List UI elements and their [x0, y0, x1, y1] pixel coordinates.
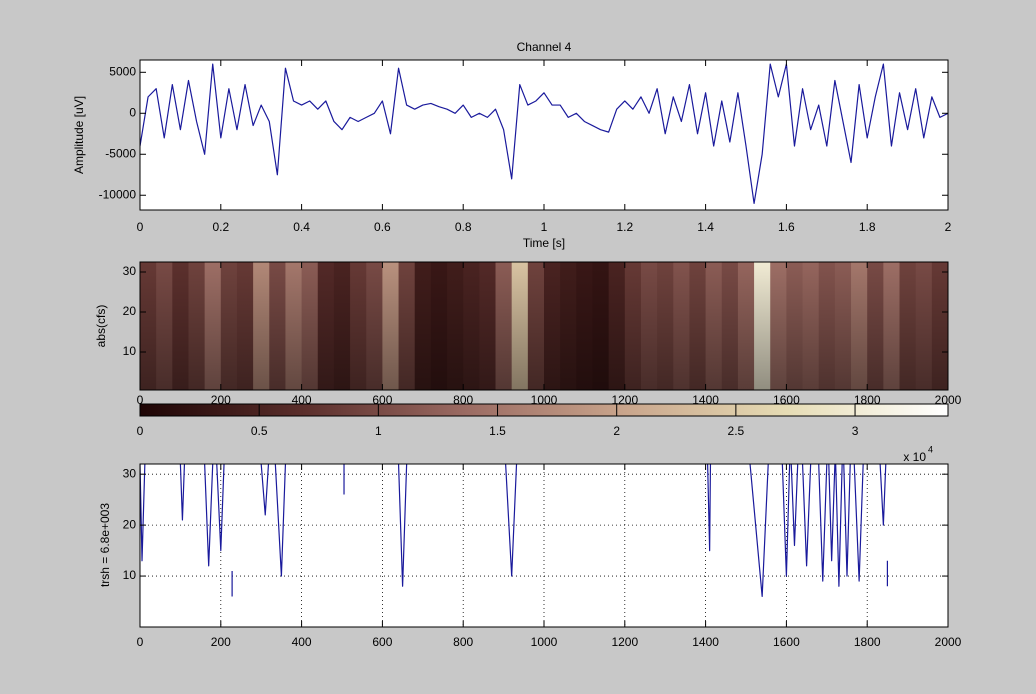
x-tick-label: 1800	[854, 635, 881, 649]
x-tick-label: 1400	[692, 635, 719, 649]
x-tick-label: 400	[292, 635, 312, 649]
plot-content	[140, 262, 948, 390]
colorbar-exponent: x 10	[903, 450, 926, 464]
x-tick-label: 1800	[854, 393, 881, 407]
colorbar-tick-label: 1	[375, 424, 382, 438]
y-tick-label: 0	[129, 105, 136, 119]
x-tick-label: 1000	[531, 393, 558, 407]
x-tick-label: 200	[211, 393, 231, 407]
y-axis-label: trsh = 6.8e+003	[98, 503, 112, 587]
heatmap-shade	[140, 262, 948, 390]
y-tick-label: 10	[123, 568, 137, 582]
plot-content	[140, 63, 948, 205]
x-tick-label: 1200	[611, 635, 638, 649]
x-tick-label: 1200	[611, 393, 638, 407]
x-tick-label: 200	[211, 635, 231, 649]
y-tick-label: 30	[123, 264, 137, 278]
x-axis-label: Time [s]	[523, 236, 565, 250]
x-tick-label: 1.2	[616, 220, 633, 234]
colorbar-tick-label: 1.5	[489, 424, 506, 438]
x-tick-label: 0.4	[293, 220, 310, 234]
x-tick-label: 1600	[773, 635, 800, 649]
x-tick-label: 2000	[935, 635, 962, 649]
x-tick-label: 0	[137, 220, 144, 234]
x-tick-label: 1600	[773, 393, 800, 407]
plot-area	[140, 60, 948, 210]
colorbar-exponent-power: 4	[928, 444, 933, 454]
x-tick-label: 0	[137, 393, 144, 407]
x-tick-label: 600	[372, 393, 392, 407]
colorbar-tick-label: 3	[852, 424, 859, 438]
x-tick-label: 400	[292, 393, 312, 407]
y-tick-label: 5000	[109, 64, 136, 78]
x-tick-label: 2000	[935, 393, 962, 407]
x-tick-label: 2	[945, 220, 952, 234]
data-line	[140, 63, 948, 205]
y-tick-label: 10	[123, 344, 137, 358]
x-tick-label: 0.2	[212, 220, 229, 234]
x-tick-label: 1.4	[697, 220, 714, 234]
x-tick-label: 800	[453, 393, 473, 407]
x-tick-label: 600	[372, 635, 392, 649]
colorbar-tick-label: 2.5	[728, 424, 745, 438]
colorbar-tick-label: 2	[613, 424, 620, 438]
plot-area	[140, 464, 948, 627]
x-tick-label: 1000	[531, 635, 558, 649]
x-tick-label: 0	[137, 635, 144, 649]
y-tick-label: 20	[123, 304, 137, 318]
y-tick-label: 30	[123, 466, 137, 480]
x-tick-label: 1	[541, 220, 548, 234]
chart-title: Channel 4	[517, 40, 572, 54]
colorbar-tick-label: 0.5	[251, 424, 268, 438]
plot-content	[140, 464, 948, 627]
x-tick-label: 1.8	[859, 220, 876, 234]
colorbar-tick-label: 0	[137, 424, 144, 438]
x-tick-label: 1400	[692, 393, 719, 407]
x-tick-label: 0.6	[374, 220, 391, 234]
data-line	[140, 464, 888, 598]
y-axis-label: Amplitude [uV]	[72, 96, 86, 174]
y-tick-label: 20	[123, 517, 137, 531]
y-axis-label: abs(cfs)	[94, 305, 108, 348]
x-tick-label: 0.8	[455, 220, 472, 234]
x-tick-label: 1.6	[778, 220, 795, 234]
x-tick-label: 800	[453, 635, 473, 649]
y-tick-label: -10000	[99, 187, 137, 201]
y-tick-label: -5000	[105, 146, 136, 160]
